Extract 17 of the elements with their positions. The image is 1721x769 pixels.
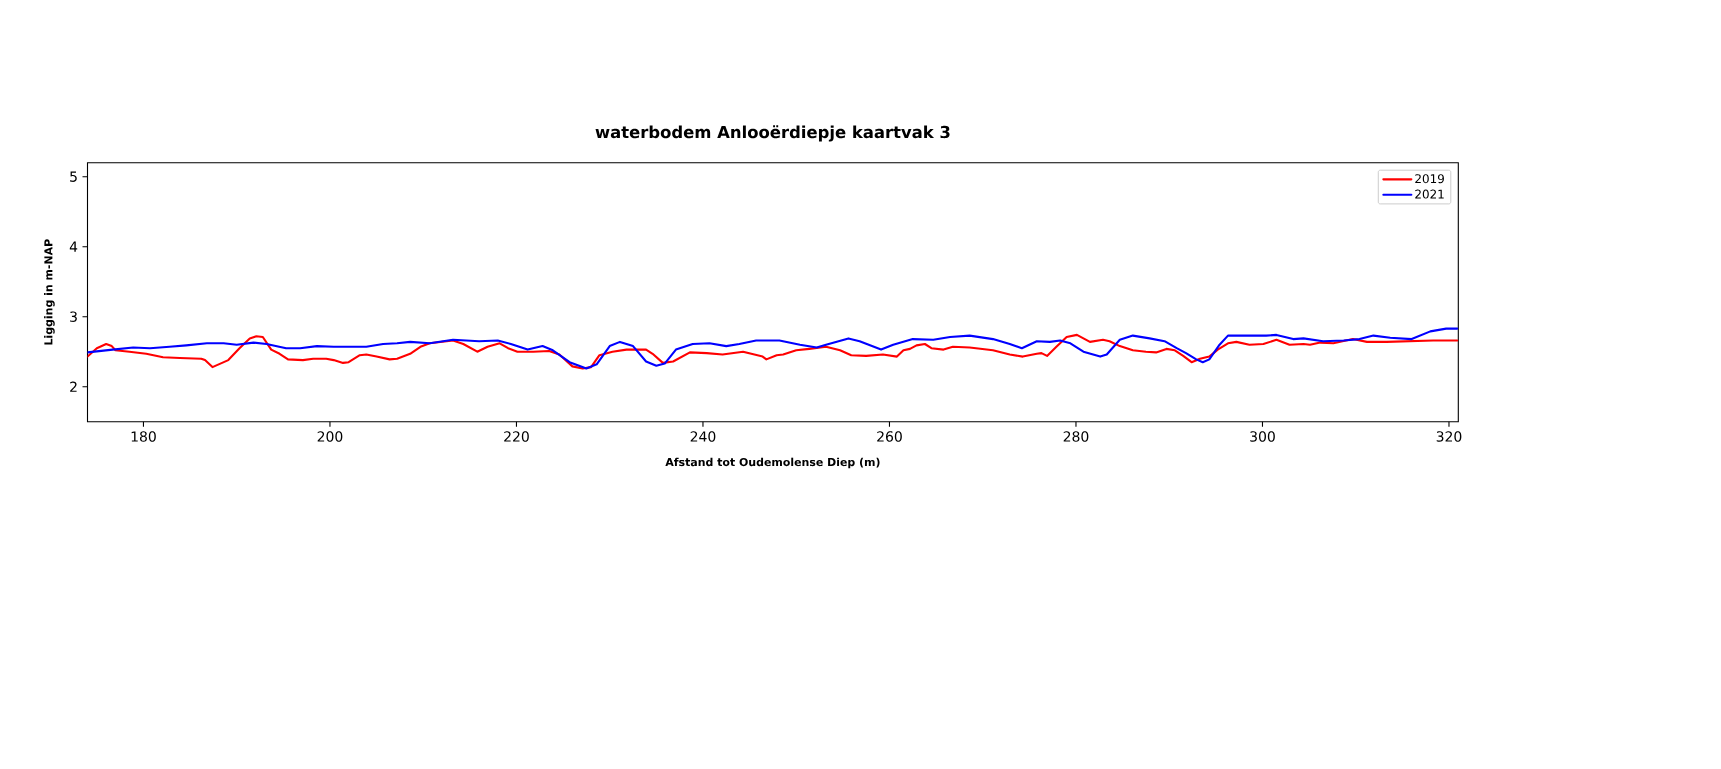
x-tick-label: 280 bbox=[1063, 431, 1089, 442]
y-axis-title: Ligging in m-NAP bbox=[44, 239, 55, 345]
x-tick-label: 200 bbox=[317, 431, 343, 442]
y-tick-label: 2 bbox=[70, 381, 77, 392]
x-tick-label: 240 bbox=[690, 431, 716, 442]
x-tick-label: 320 bbox=[1436, 431, 1462, 442]
x-tick-label: 220 bbox=[504, 431, 529, 442]
x-tick-label: 300 bbox=[1250, 431, 1275, 442]
y-tick-label: 4 bbox=[69, 241, 78, 252]
chart-title: waterbodem Anlooërdiepje kaartvak 3 bbox=[595, 125, 950, 142]
y-tick-label: 5 bbox=[70, 171, 77, 182]
x-tick-label: 180 bbox=[131, 431, 156, 442]
legend-label: 2021 bbox=[1415, 189, 1444, 199]
legend-label: 2019 bbox=[1415, 174, 1444, 184]
y-tick-label: 3 bbox=[70, 311, 77, 322]
x-axis-title: Afstand tot Oudemolense Diep (m) bbox=[665, 457, 880, 469]
x-tick-label: 260 bbox=[877, 431, 902, 442]
